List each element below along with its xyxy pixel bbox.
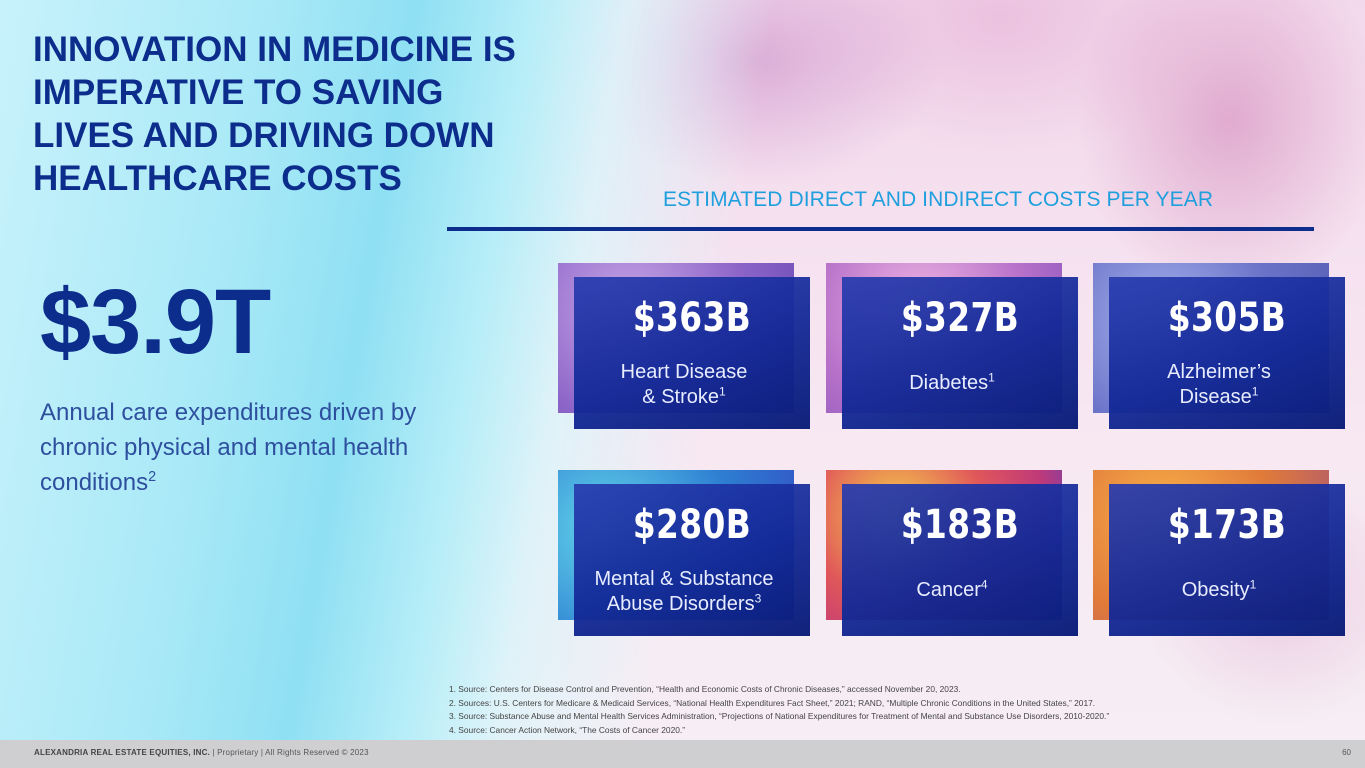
section-title: ESTIMATED DIRECT AND INDIRECT COSTS PER … [663,188,1214,211]
card-panel [1109,277,1345,429]
card-panel [842,277,1078,429]
footnote-ref: 2 [148,469,157,485]
footnote-1: 1. Source: Centers for Disease Control a… [449,684,961,694]
card-panel [1109,484,1345,636]
cost-card-alzheimers: $305B Alzheimer’s Disease1 [1093,263,1345,429]
card-label-line1: Alzheimer’s [1167,361,1271,383]
cost-card-diabetes: $327B Diabetes1 [826,263,1078,429]
card-value: $183B [900,502,1020,548]
card-value: $173B [1167,502,1287,548]
footnote-2: 2. Sources: U.S. Centers for Medicare & … [449,697,1096,708]
footnotes: 1. Source: Centers for Disease Control a… [449,683,1109,737]
card-label: & Stroke1 [642,384,726,408]
card-value: $280B [632,502,752,548]
card-panel [574,484,810,636]
card-value: $363B [632,295,752,341]
card-value: $305B [1167,295,1287,341]
footer-bar [0,740,1365,768]
cost-card-heart-disease: $363B Heart Disease & Stroke1 [558,263,810,429]
cost-card-obesity: $173B Obesity1 [1093,470,1345,636]
footnote-3: 3. Source: Substance Abuse and Mental He… [449,711,1110,721]
card-value: $327B [900,295,1020,341]
total-value: $3.9T [40,271,271,373]
card-label: Obesity1 [1181,577,1257,601]
total-description: Annual care expenditures driven by chron… [40,399,417,496]
cost-card-mental-health: $280B Mental & Substance Abuse Disorders… [558,470,810,636]
title-divider [447,227,1314,231]
page-title: INNOVATION IN MEDICINE IS IMPERATIVE TO … [33,30,516,198]
card-label: Diabetes1 [909,370,995,394]
card-label: Cancer4 [916,577,988,601]
cost-card-cancer: $183B Cancer4 [826,470,1078,636]
card-panel [842,484,1078,636]
company-name: ALEXANDRIA REAL ESTATE EQUITIES, INC. [34,748,211,757]
page-number: 60 [1342,748,1351,757]
card-label-line1: Mental & Substance [594,568,774,590]
card-label: Disease1 [1179,384,1259,408]
card-label-line1: Heart Disease [620,361,748,383]
footer-copyright: ALEXANDRIA REAL ESTATE EQUITIES, INC. | … [34,748,369,757]
card-label: Abuse Disorders3 [606,591,762,615]
card-panel [574,277,810,429]
footnote-4: 4. Source: Cancer Action Network, “The C… [449,724,685,735]
